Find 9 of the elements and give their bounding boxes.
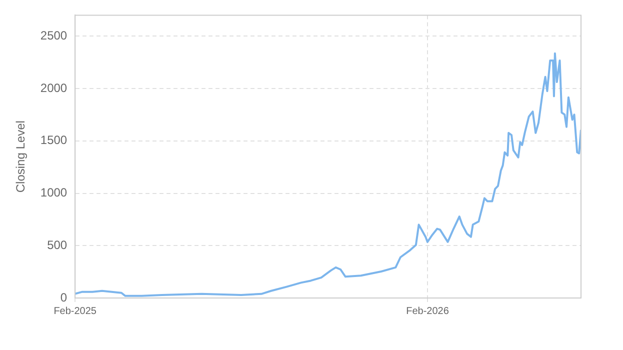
x-tick-label: Feb-2025 [54,306,97,317]
y-tick-label: 1000 [40,186,68,200]
y-tick-label: 500 [47,238,68,252]
y-tick-label: 1500 [40,133,68,148]
y-tick-label: 0 [60,290,68,304]
x-tick-label: Feb-2026 [406,306,450,317]
y-axis-title: Closing Level [14,120,28,193]
y-tick-label: 2000 [40,80,68,95]
y-tick-label: 2500 [40,28,68,42]
